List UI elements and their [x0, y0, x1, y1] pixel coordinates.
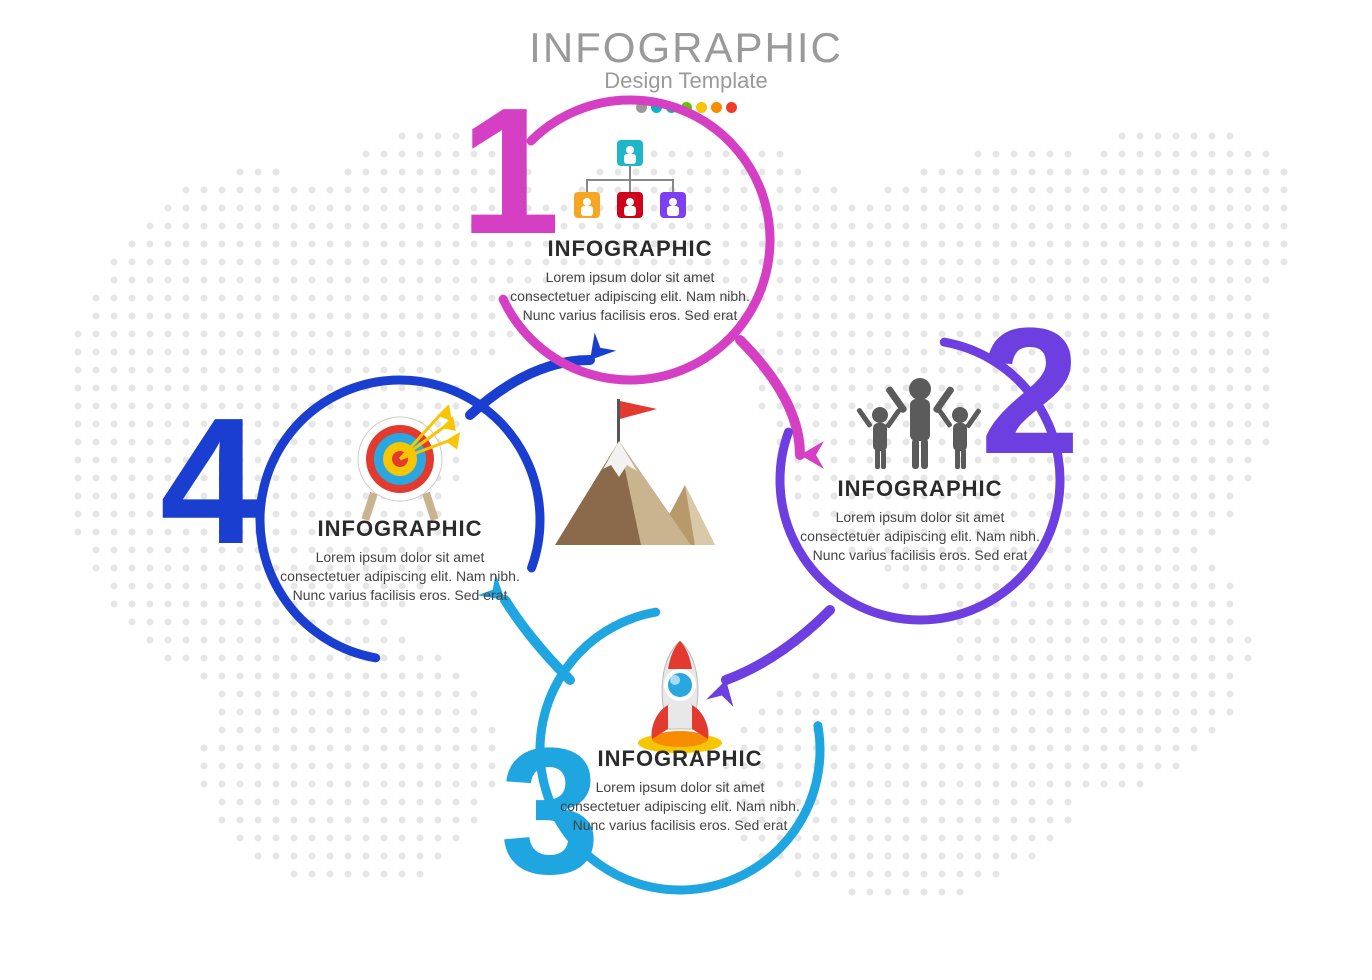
- step-heading: INFOGRAPHIC: [800, 476, 1040, 502]
- step-4: 4 INFOGRAPHIC Lorem ipsum dolor s: [250, 370, 550, 670]
- step-body: Lorem ipsum dolor sit amet consectetuer …: [800, 508, 1040, 565]
- target-icon: [280, 420, 520, 510]
- org-chart-icon: [510, 140, 750, 230]
- step-body: Lorem ipsum dolor sit amet consectetuer …: [560, 778, 800, 835]
- center-mountain-icon: [545, 385, 715, 560]
- step-heading: INFOGRAPHIC: [510, 236, 750, 262]
- rocket-icon: [560, 650, 800, 740]
- step-heading: INFOGRAPHIC: [280, 516, 520, 542]
- step-1: 1 INFOGRAPHIC Lorem ipsum dolor sit amet…: [480, 90, 780, 390]
- step-body: Lorem ipsum dolor sit amet consectetuer …: [510, 268, 750, 325]
- step-2: 2: [770, 330, 1070, 630]
- step-heading: INFOGRAPHIC: [560, 746, 800, 772]
- step-body: Lorem ipsum dolor sit amet consectetuer …: [280, 548, 520, 605]
- infographic-stage: INFOGRAPHIC Design Template: [0, 0, 1372, 980]
- people-cheer-icon: [800, 380, 1040, 470]
- step-3: 3 INFOGRAPHIC Lorem ipsum dolor sit amet…: [530, 600, 830, 900]
